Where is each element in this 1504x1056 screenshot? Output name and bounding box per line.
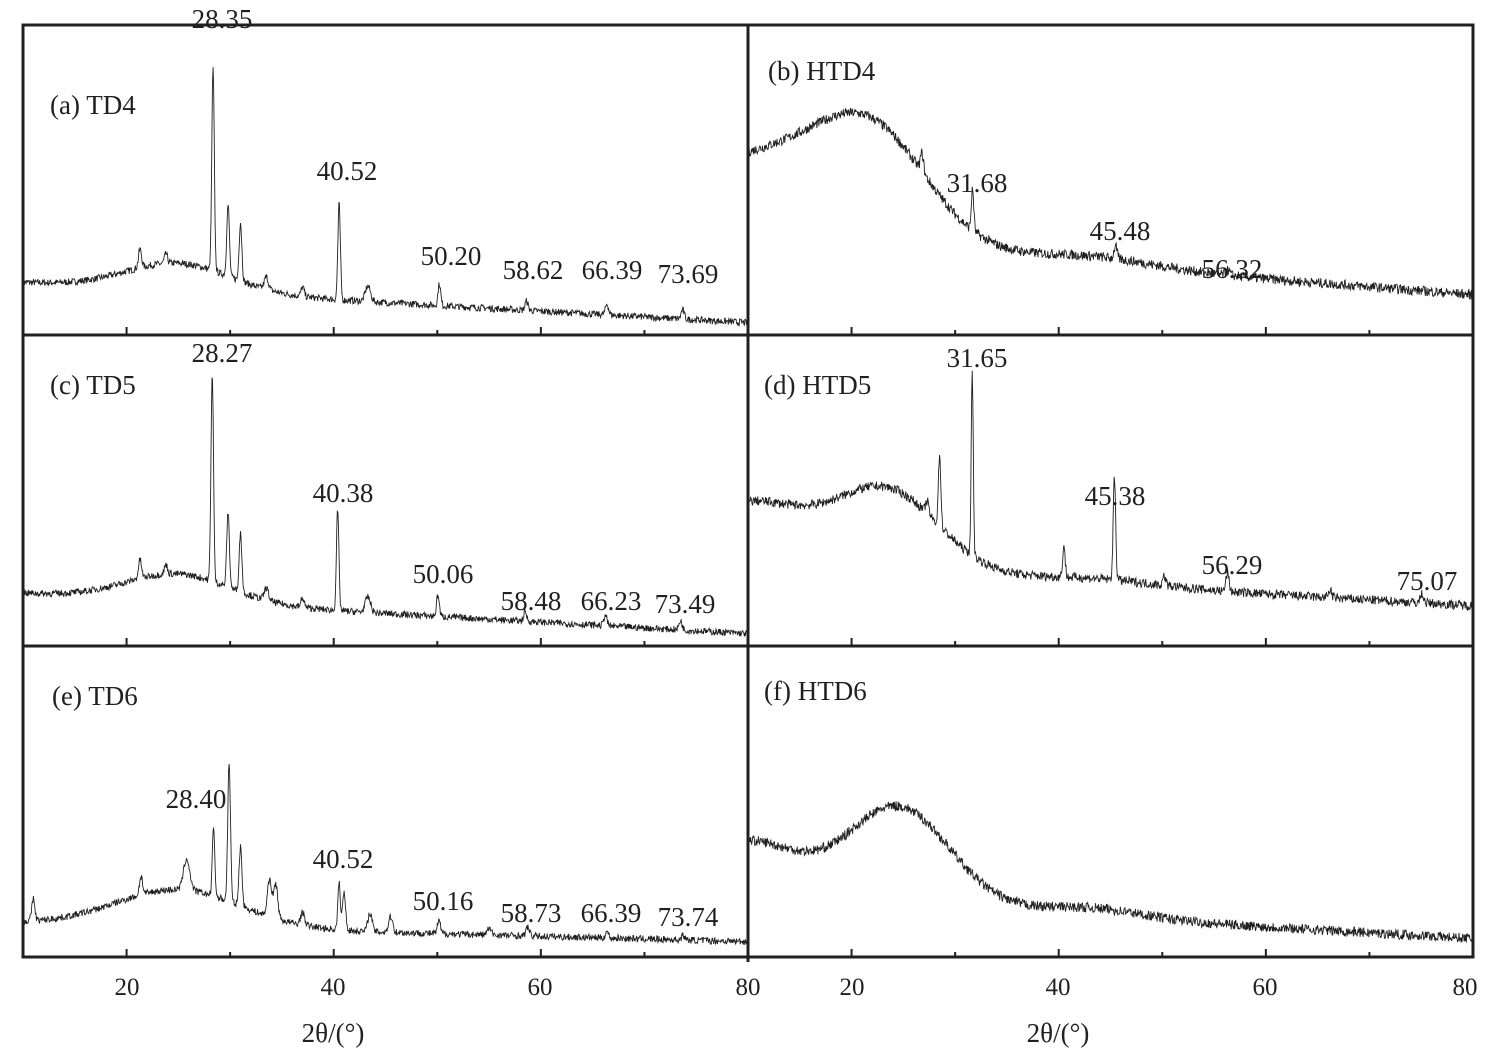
panel-title: (d) HTD5	[764, 370, 871, 400]
xrd-pattern-a	[22, 67, 749, 327]
peak-label: 45.48	[1090, 216, 1151, 246]
peak-label: 75.07	[1397, 566, 1458, 596]
peak-label: 66.23	[581, 586, 642, 616]
x-tick-label: 40	[1046, 974, 1071, 1001]
peak-label: 66.39	[581, 898, 642, 928]
x-tick-label: 80	[1453, 974, 1478, 1001]
peak-label: 50.16	[413, 886, 474, 916]
panel-c: (c) TD5 28.27 40.38 50.06 58.48 66.23 73.49	[22, 338, 749, 646]
peak-label: 31.65	[947, 343, 1008, 373]
x-axis-title-right: 2θ/(°)	[1027, 1018, 1090, 1048]
peak-label: 73.49	[655, 589, 716, 619]
xrd-pattern-f	[747, 801, 1474, 943]
panel-b: (b) HTD4 31.68 45.48 56.32	[747, 56, 1474, 335]
peak-label: 28.27	[192, 338, 253, 368]
panel-title: (e) TD6	[52, 681, 138, 711]
panel-title: (f) HTD6	[764, 676, 867, 706]
xrd-pattern-c	[22, 377, 749, 637]
peak-label: 73.69	[658, 259, 719, 289]
peak-label: 40.38	[313, 478, 374, 508]
panel-a: (a) TD4 28.35 40.52 50.20 58.62 66.39 73.69	[22, 4, 749, 335]
xrd-pattern-b	[747, 107, 1474, 300]
peak-label: 56.29	[1202, 550, 1263, 580]
panel-title: (b) HTD4	[768, 56, 876, 86]
peak-label: 45.38	[1085, 481, 1146, 511]
peak-label: 40.52	[313, 844, 374, 874]
x-tick-label: 20	[840, 974, 865, 1001]
x-axis-title-left: 2θ/(°)	[302, 1018, 365, 1048]
peak-label: 31.68	[947, 168, 1008, 198]
peak-label: 73.74	[658, 902, 719, 932]
panel-title: (a) TD4	[50, 90, 136, 120]
x-tick-label: 20	[115, 974, 140, 1001]
xrd-pattern-d	[747, 370, 1474, 612]
peak-label: 58.73	[501, 898, 562, 928]
peak-label: 56.32	[1202, 254, 1263, 284]
peak-label: 58.48	[501, 586, 562, 616]
panel-f: (f) HTD6	[747, 676, 1474, 957]
x-tick-label: 80	[736, 974, 761, 1001]
panel-e: (e) TD6 28.40 40.52 50.16 58.73 66.39 73.74	[22, 681, 749, 957]
x-tick-label: 60	[528, 974, 553, 1001]
x-tick-label: 60	[1253, 974, 1278, 1001]
panel-title: (c) TD5	[50, 370, 136, 400]
peak-label: 50.06	[413, 559, 474, 589]
peak-label: 40.52	[317, 156, 378, 186]
xrd-pattern-e	[22, 763, 749, 946]
peak-label: 28.35	[192, 4, 253, 34]
x-tick-label: 40	[321, 974, 346, 1001]
peak-label: 58.62	[503, 255, 564, 285]
peak-label: 28.40	[166, 784, 227, 814]
panel-d: (d) HTD5 31.65 45.38 56.29 75.07	[747, 343, 1474, 646]
peak-label: 66.39	[582, 255, 643, 285]
peak-label: 50.20	[421, 241, 482, 271]
